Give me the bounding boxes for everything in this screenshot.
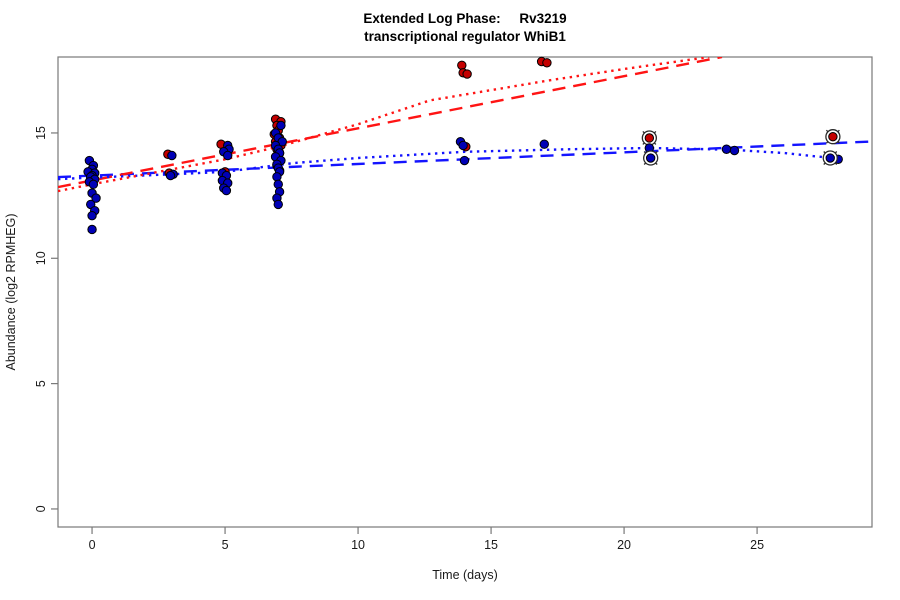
red-samples-circled-marker	[641, 130, 657, 146]
y-tick-label: 15	[34, 126, 48, 140]
blue-samples-point	[223, 150, 233, 161]
x-tick-label: 25	[750, 538, 764, 552]
red-linear-fit-line	[58, 57, 723, 189]
plot-box	[57, 56, 873, 528]
y-tick-label: 5	[34, 380, 48, 387]
blue-samples-point	[458, 140, 468, 151]
blue-samples-circled-marker	[822, 150, 838, 166]
blue-samples-point	[721, 144, 732, 154]
blue-samples-point	[167, 150, 177, 161]
x-tick-label: 5	[222, 538, 229, 552]
plot-area: 0 5 10 15 20 25 0 5 10 15	[34, 56, 873, 552]
blue-samples-point	[272, 172, 282, 182]
blue-samples-point	[459, 155, 470, 166]
red-samples-point	[462, 69, 472, 79]
blue-samples-point	[273, 199, 283, 210]
chart-subtitle: transcriptional regulator WhiB1	[364, 29, 566, 44]
blue-samples-point	[165, 170, 176, 181]
y-axis-label: Abundance (log2 RPMHEG)	[4, 213, 18, 370]
y-tick-label: 0	[34, 505, 48, 512]
red-spline-fit-line	[58, 57, 710, 193]
blue-samples-circled-marker	[643, 150, 659, 166]
x-tick-label: 15	[484, 538, 498, 552]
blue-samples-point	[539, 139, 549, 149]
x-axis-label: Time (days)	[432, 568, 498, 582]
chart-title: Extended Log Phase: Rv3219	[363, 11, 566, 26]
x-tick-label: 10	[351, 538, 365, 552]
blue-samples-point	[91, 193, 101, 203]
red-samples-point	[457, 60, 467, 70]
blue-samples-point	[87, 224, 97, 235]
blue-samples-point	[729, 145, 740, 156]
blue-samples-point	[273, 179, 283, 190]
blue-samples-point	[88, 179, 99, 190]
blue-samples-point	[221, 185, 232, 196]
red-samples-point	[542, 58, 552, 68]
x-tick-label: 20	[617, 538, 631, 552]
x-tick-label: 0	[89, 538, 96, 552]
red-samples-circled-marker	[825, 129, 841, 145]
y-tick-label: 10	[34, 251, 48, 265]
blue-samples-point	[87, 210, 97, 221]
blue-samples-point	[276, 120, 286, 131]
